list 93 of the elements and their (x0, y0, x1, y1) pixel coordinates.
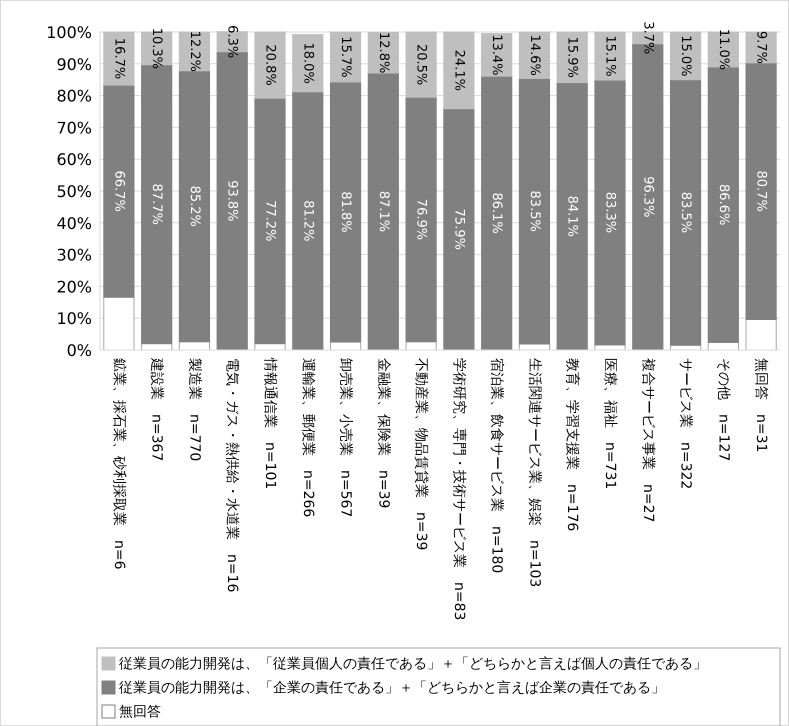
y-tick-label: 50% (56, 182, 92, 201)
legend-item: 無回答 (102, 704, 161, 720)
data-label: 83.5% (678, 192, 694, 234)
data-label: 86.6% (716, 184, 731, 226)
data-label: 87.7% (149, 184, 164, 225)
bar (103, 84, 134, 298)
bar (254, 98, 286, 344)
data-label: 83.5% (526, 190, 542, 232)
x-tick-label: 宿泊業、飲食サービス業 n=180 (488, 358, 505, 574)
x-tick-label: 運輸業、郵便業 n=266 (300, 358, 316, 518)
x-tick-label: 不動産業、物品賃貸業 n=39 (413, 358, 430, 550)
bar (594, 32, 626, 81)
bar (406, 32, 437, 98)
bar (103, 296, 134, 350)
bar (481, 76, 512, 350)
data-label: 75.9% (451, 208, 466, 250)
bar (368, 72, 399, 350)
bar (443, 32, 474, 110)
bar (556, 82, 588, 350)
data-label: 15.0% (678, 35, 694, 77)
data-label: 3.7% (640, 21, 656, 54)
data-label: 81.2% (300, 200, 316, 242)
data-label: 12.2% (186, 30, 202, 72)
data-label: 9.7% (754, 30, 769, 64)
data-label: 24.1% (451, 50, 466, 91)
bar (746, 318, 777, 350)
x-tick-label: その他 n=127 (715, 358, 732, 462)
bar (103, 32, 134, 86)
data-label: 83.3% (602, 192, 618, 234)
x-tick-label: 金融業、保険業 n=39 (375, 358, 392, 508)
data-label: 93.8% (224, 180, 240, 222)
data-label: 11.0% (716, 28, 731, 70)
legend-label: 無回答 (119, 704, 161, 720)
data-label: 86.1% (489, 192, 504, 234)
data-label: 18.0% (300, 42, 316, 84)
data-label: 12.8% (376, 32, 391, 74)
bar (292, 34, 324, 92)
bar (406, 96, 437, 342)
data-label: 16.7% (111, 38, 126, 80)
bar (594, 80, 626, 346)
bar (518, 78, 550, 344)
y-tick-label: 20% (56, 277, 92, 296)
x-tick-label: 卸売業、小売業 n=567 (338, 358, 354, 518)
y-tick-label: 60% (56, 150, 92, 170)
legend-item: 従業員の能力開発は、「企業の責任である」＋「どちらかと言えば企業の責任である」 (102, 680, 665, 696)
data-label: 14.6% (526, 34, 542, 76)
data-label: 84.1% (564, 196, 580, 237)
bar (746, 62, 777, 320)
y-tick-label: 10% (56, 309, 92, 328)
x-tick-label: 無回答 n=31 (753, 358, 770, 452)
y-tick-label: 80% (56, 86, 92, 106)
y-tick-label: 90% (56, 54, 92, 74)
x-tick-label: サービス業 n=322 (678, 358, 694, 490)
x-tick-label: 情報通信業 n=101 (262, 357, 278, 490)
data-label: 15.9% (564, 36, 580, 78)
x-tick-label: 医療、福祉 n=731 (602, 358, 618, 490)
bar (330, 81, 362, 343)
data-label: 96.3% (640, 176, 656, 218)
x-tick-label: 教育、学習支援業 n=176 (564, 358, 582, 532)
bar (556, 32, 588, 84)
data-label: 15.7% (338, 36, 354, 78)
y-tick-label: 0% (66, 341, 92, 360)
data-label: 6.3% (224, 25, 240, 58)
x-tick-label: 複合サービス事業 n=27 (640, 358, 656, 522)
bar (292, 91, 324, 350)
bar (443, 108, 474, 350)
bar (330, 32, 362, 82)
y-tick-label: 40% (56, 214, 92, 233)
x-tick-label: 建設業 n=367 (148, 357, 165, 462)
bar (178, 70, 210, 342)
legend-item: 従業員の能力開発は、「従業員個人の責任である」＋「どちらかと言えば個人の責任である」 (102, 656, 707, 672)
data-label: 20.5% (414, 44, 429, 86)
data-label: 15.1% (602, 35, 618, 77)
x-tick-label: 電気・ガス・熱供給・水道業 n=16 (224, 358, 240, 593)
bar (670, 79, 702, 346)
data-label: 76.9% (414, 198, 429, 240)
data-label: 85.2% (186, 186, 202, 227)
y-tick-label: 100% (46, 23, 92, 42)
data-label: 13.4% (489, 34, 504, 76)
data-label: 66.7% (111, 170, 126, 212)
data-label: 87.1% (376, 190, 391, 232)
data-label: 77.2% (262, 200, 278, 242)
bar (254, 32, 286, 99)
y-tick-label: 30% (56, 246, 92, 265)
x-tick-label: 生活関連サービス業、娯楽 n=103 (526, 358, 542, 588)
y-tick-label: 70% (56, 118, 92, 138)
data-label: 80.7% (754, 170, 769, 212)
data-label: 81.8% (338, 191, 354, 233)
data-label: 20.8% (262, 44, 278, 86)
x-tick-label: 製造業 n=770 (186, 358, 202, 462)
x-tick-label: 鉱業、採石業、砂利採取業 n=6 (110, 358, 127, 570)
x-tick-label: 学術研究、専門・技術サービス業 n=83 (450, 358, 467, 620)
data-label: 10.3% (149, 28, 164, 70)
